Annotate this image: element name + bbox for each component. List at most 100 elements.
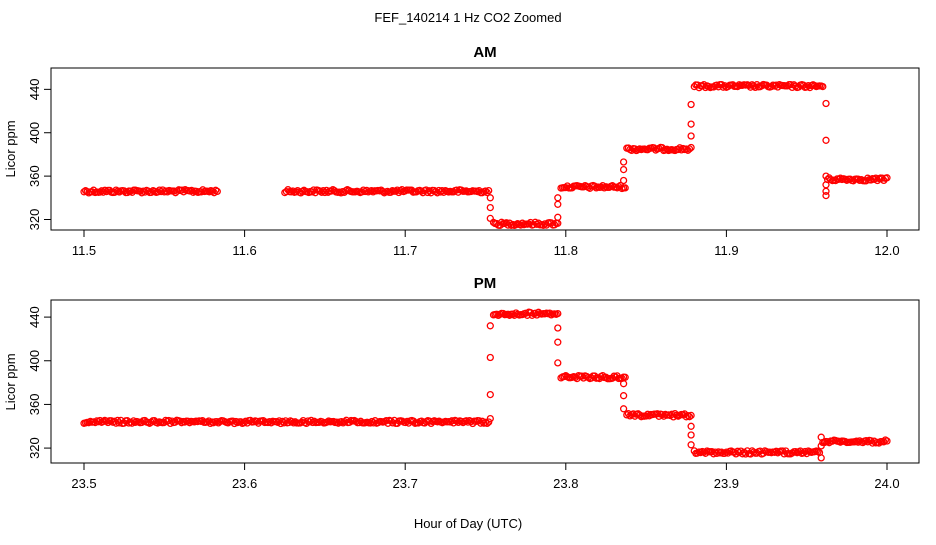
pm-data-point [554,324,562,332]
pm-plot-frame [50,299,920,464]
am-data-point [836,174,845,182]
pm-data-point [817,433,825,441]
am-data-point [822,191,830,200]
am-data-points [80,80,891,230]
pm-data-point [481,418,490,426]
pm-data-point [685,413,694,421]
pm-data-point [684,411,692,420]
pm-data-point [352,417,360,426]
pm-data-point [554,309,562,318]
pm-data-point [486,353,494,362]
am-data-point [205,188,213,196]
pm-data-points [80,308,891,462]
am-data-point [822,172,830,180]
pm-panel: PM Licor ppm 23.5 23.6 23.7 23.8 23.9 24.0 320… [3,275,920,491]
pm-data-point [642,412,650,420]
am-x-tick-label: 11.6 [232,243,256,258]
am-data-point [208,187,217,195]
am-data-point [485,186,493,195]
pm-data-point [730,448,739,456]
pm-data-point [230,419,239,428]
am-data-point [883,174,891,182]
pm-data-point [621,373,629,381]
pm-data-point [817,442,825,450]
pm-data-point [401,418,410,427]
pm-x-tick-label: 23.9 [714,476,739,491]
am-data-point [687,143,695,152]
pm-data-point [788,449,796,457]
pm-y-tick-label: 320 [27,437,42,459]
am-data-point [554,200,562,208]
pm-data-point [687,411,695,420]
am-data-point [822,136,830,144]
am-data-point [822,187,830,195]
am-y-tick-label: 400 [27,122,42,144]
pm-data-point [682,413,690,421]
am-plot-frame [50,67,920,231]
pm-data-point [288,417,296,426]
pm-data-point [687,431,695,439]
am-data-point [713,81,721,89]
am-data-point [791,82,800,90]
am-data-point [486,203,494,212]
am-data-point [854,175,862,183]
pm-data-point [687,422,695,430]
am-x-tick-label: 12.0 [874,243,899,258]
am-data-point [687,100,695,109]
pm-data-point [462,417,470,425]
pm-data-point [486,414,494,423]
am-data-point [745,81,753,90]
pm-data-point [485,418,493,426]
pm-data-point [483,419,491,428]
am-data-point [619,158,628,166]
pm-data-point [486,390,494,399]
am-data-point [438,187,446,195]
am-y-tick-label: 440 [27,79,42,101]
am-data-point [457,186,466,194]
pm-data-point [619,405,628,413]
pm-data-point [584,373,592,382]
am-data-point [213,187,221,196]
am-data-point [481,187,490,195]
am-data-point [682,145,690,153]
am-data-point [857,175,865,184]
pm-data-point [546,309,554,317]
am-data-point [554,213,562,221]
pm-data-point [185,419,194,427]
am-data-point [212,186,220,194]
am-data-point [687,132,695,140]
pm-data-point [883,437,891,445]
pm-y-tick-label: 400 [27,350,42,372]
pm-data-point [735,448,743,457]
pm-data-point [499,309,507,318]
pm-data-point [880,438,888,446]
am-panel: AM Licor ppm 11.5 11.6 11.7 11.8 11.9 12.0 320… [3,44,920,258]
am-data-point [83,188,91,196]
am-data-point [822,99,830,108]
pm-y-tick-label: 440 [27,306,42,328]
am-y-tick-label: 360 [27,165,42,187]
pm-data-point [177,419,186,427]
am-x-tick-label: 11.8 [554,243,578,258]
am-x-tick-label: 11.9 [714,243,738,258]
am-x-tick-label: 11.5 [72,243,96,258]
pm-x-tick-label: 23.8 [553,476,578,491]
pm-x-tick-label: 23.7 [393,476,418,491]
am-x-tick-label: 11.7 [393,243,417,258]
pm-data-point [522,309,530,317]
pm-data-point [554,338,562,346]
am-data-point [363,186,371,195]
am-data-point [497,218,506,226]
am-data-point [719,83,727,91]
am-y-tick-label: 320 [27,209,42,231]
pm-data-point [817,454,825,462]
pm-data-point [129,417,138,425]
am-data-point [387,188,395,196]
am-y-axis-label: Licor ppm [3,120,18,177]
am-data-point [685,145,694,153]
pm-data-point [554,359,562,367]
am-data-point [803,83,811,91]
pm-data-point [619,392,628,400]
pm-data-point [687,441,695,449]
